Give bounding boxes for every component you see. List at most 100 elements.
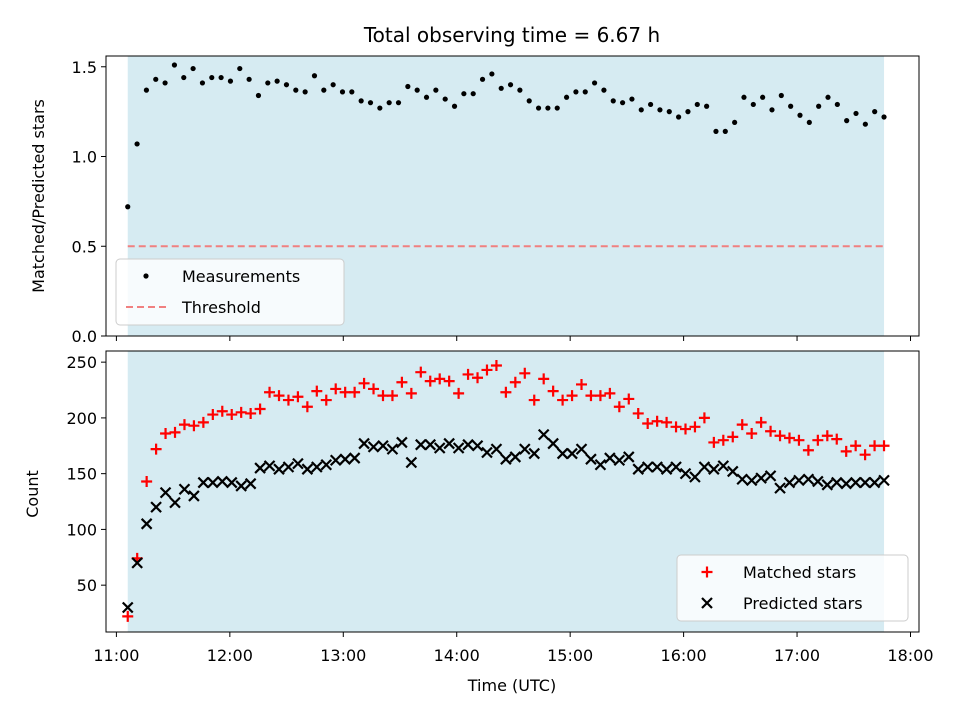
matched-star-point [679,423,691,435]
measurement-point [395,100,402,106]
measurement-point [694,101,700,108]
x-tick-label: 11:00 [93,646,139,665]
measurement-point [797,112,803,118]
matched-star-point [623,393,635,405]
bottom-y-tick-label: 250 [66,353,97,372]
predicted-star-point [263,460,276,472]
matched-star-point [604,387,616,399]
measurement-point [862,121,868,127]
x-tick-label: 12:00 [207,646,253,665]
predicted-star-point [689,471,701,483]
predicted-star-point [660,463,673,475]
measurement-point [507,82,514,88]
matched-star-point [557,394,569,406]
predicted-star-point [840,477,852,490]
matched-star-point [368,383,380,395]
matched-star-point [453,387,465,399]
measurement-point [638,107,644,113]
x-tick-label: 15:00 [547,646,593,665]
predicted-star-point [802,473,815,486]
matched-star-point [122,610,134,622]
measurement-point [788,103,794,109]
predicted-star-point [726,465,739,478]
matched-star-point [840,445,852,457]
predicted-star-point [500,453,512,465]
matched-star-point [415,366,427,378]
measurement-point [227,78,234,84]
bottom-legend-label: Predicted stars [743,594,863,613]
matched-star-point [292,391,304,403]
predicted-star-point [178,483,191,496]
matched-star-point [226,409,238,421]
predicted-star-point [509,451,522,463]
matched-star-point [358,377,370,389]
measurement-point [265,80,271,86]
matched-star-point [273,390,285,402]
matched-star-point [434,373,446,385]
measurement-point [713,128,719,134]
measurement-point [657,107,663,113]
measurement-point [134,141,140,147]
predicted-star-point [641,461,654,473]
matched-star-point [783,432,795,444]
matched-star-point [755,416,767,428]
measurement-point [629,96,635,102]
predicted-star-point [547,437,559,450]
measurement-point [676,114,682,120]
legend-measurement-handle [143,273,149,279]
predicted-star-point [632,463,645,475]
matched-star-point [490,359,502,371]
matched-star-point [727,431,739,443]
matched-star-point [178,419,190,431]
predicted-star-point [651,461,663,473]
bottom-legend [676,554,909,622]
measurement-point [769,107,775,113]
predicted-star-point [537,428,550,441]
matched-star-point [661,416,673,428]
predicted-star-point [878,474,890,487]
measurement-point [601,87,607,93]
predicted-star-point [273,463,285,475]
matched-star-point [765,425,777,437]
measurement-point [498,85,504,91]
predicted-star-point [859,476,871,489]
measurement-point [563,94,570,100]
predicted-star-point [556,447,569,460]
predicted-star-point [755,472,767,484]
predicted-star-point [396,436,408,449]
predicted-star-point [216,475,229,488]
measurement-point [143,87,150,93]
matched-star-point [878,440,890,452]
measurement-point [171,62,178,68]
measurement-point [526,98,532,104]
top-panel: 0.0 0.5 1.0 1.5 Measurements Threshold [72,55,920,346]
measurement-point [255,92,262,99]
predicted-star-point [140,518,153,530]
matched-star-point [216,405,228,417]
predicted-star-point [415,438,427,451]
predicted-star-point [188,490,200,502]
top-legend [115,258,345,326]
measurement-point [834,101,840,108]
predicted-star-point [868,476,881,489]
predicted-star-point [774,482,786,494]
measurement-point [573,89,579,95]
x-tick-label: 16:00 [661,646,707,665]
predicted-star-point [830,476,843,489]
x-axis-label: Time (UTC) [467,676,556,695]
predicted-star-point [282,461,295,473]
predicted-star-point [745,474,758,487]
measurement-point [311,73,318,79]
matched-star-point [443,375,455,387]
measurement-point [209,74,215,81]
matched-star-point [736,419,748,431]
predicted-star-point [462,438,474,451]
measurement-point [153,76,159,82]
measurement-point [816,103,822,109]
bottom-legend-label: Matched stars [743,563,856,582]
matched-star-point [717,434,729,446]
matched-star-point [264,386,276,398]
measurement-point [451,103,458,109]
matched-star-point [254,403,266,415]
measurement-point [881,114,887,120]
